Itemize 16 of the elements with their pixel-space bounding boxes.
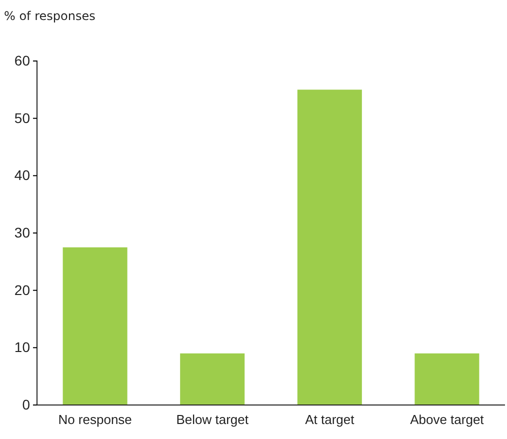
bar <box>62 247 128 405</box>
x-tick-label: Below target <box>176 412 249 428</box>
y-tick-label: 30 <box>14 224 30 240</box>
x-tick-label: No response <box>58 412 132 428</box>
x-tick-label: At target <box>305 412 355 428</box>
y-tick-label: 50 <box>14 110 30 126</box>
bar <box>180 353 245 405</box>
x-tick-label: Above target <box>410 412 484 428</box>
y-axis-title: % of responses <box>4 9 96 23</box>
y-tick-label: 20 <box>14 282 30 298</box>
y-tick-label: 10 <box>14 339 30 356</box>
bar <box>414 353 480 405</box>
y-tick-label: 40 <box>14 167 30 184</box>
bar <box>297 90 362 405</box>
y-tick-label: 0 <box>22 396 30 412</box>
y-tick-label: 60 <box>14 52 30 68</box>
